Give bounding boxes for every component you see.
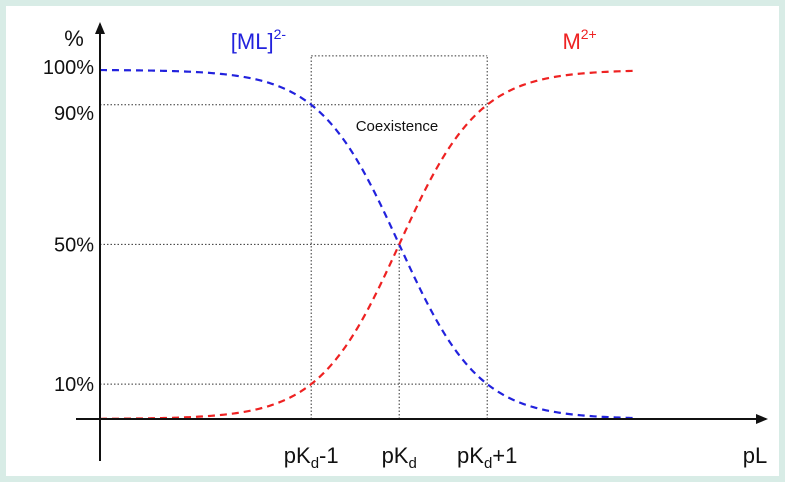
x-tick-label: pKd (382, 443, 417, 472)
series-line-0 (99, 68, 637, 420)
y-tick-label: 100% (43, 57, 94, 79)
y-axis-label: % (64, 26, 84, 51)
y-tick-label: 10% (54, 374, 94, 396)
series-line-1 (99, 69, 637, 420)
x-axis-label: pL (743, 443, 767, 468)
chart: % pL Coexistence 100% 90% 50% 10% pKd-1 pKd p… (43, 22, 768, 472)
coexistence-label: Coexistence (356, 118, 439, 135)
y-tick-label: 90% (54, 103, 94, 125)
series-label-0: [ML]2- (231, 26, 287, 54)
x-tick-label: pKd+1 (457, 443, 517, 472)
y-tick-label: 50% (54, 234, 94, 256)
chart-panel: % pL Coexistence 100% 90% 50% 10% pKd-1 pKd p… (6, 6, 779, 476)
series-label-1: M2+ (562, 26, 596, 54)
x-tick-label: pKd-1 (284, 443, 339, 472)
